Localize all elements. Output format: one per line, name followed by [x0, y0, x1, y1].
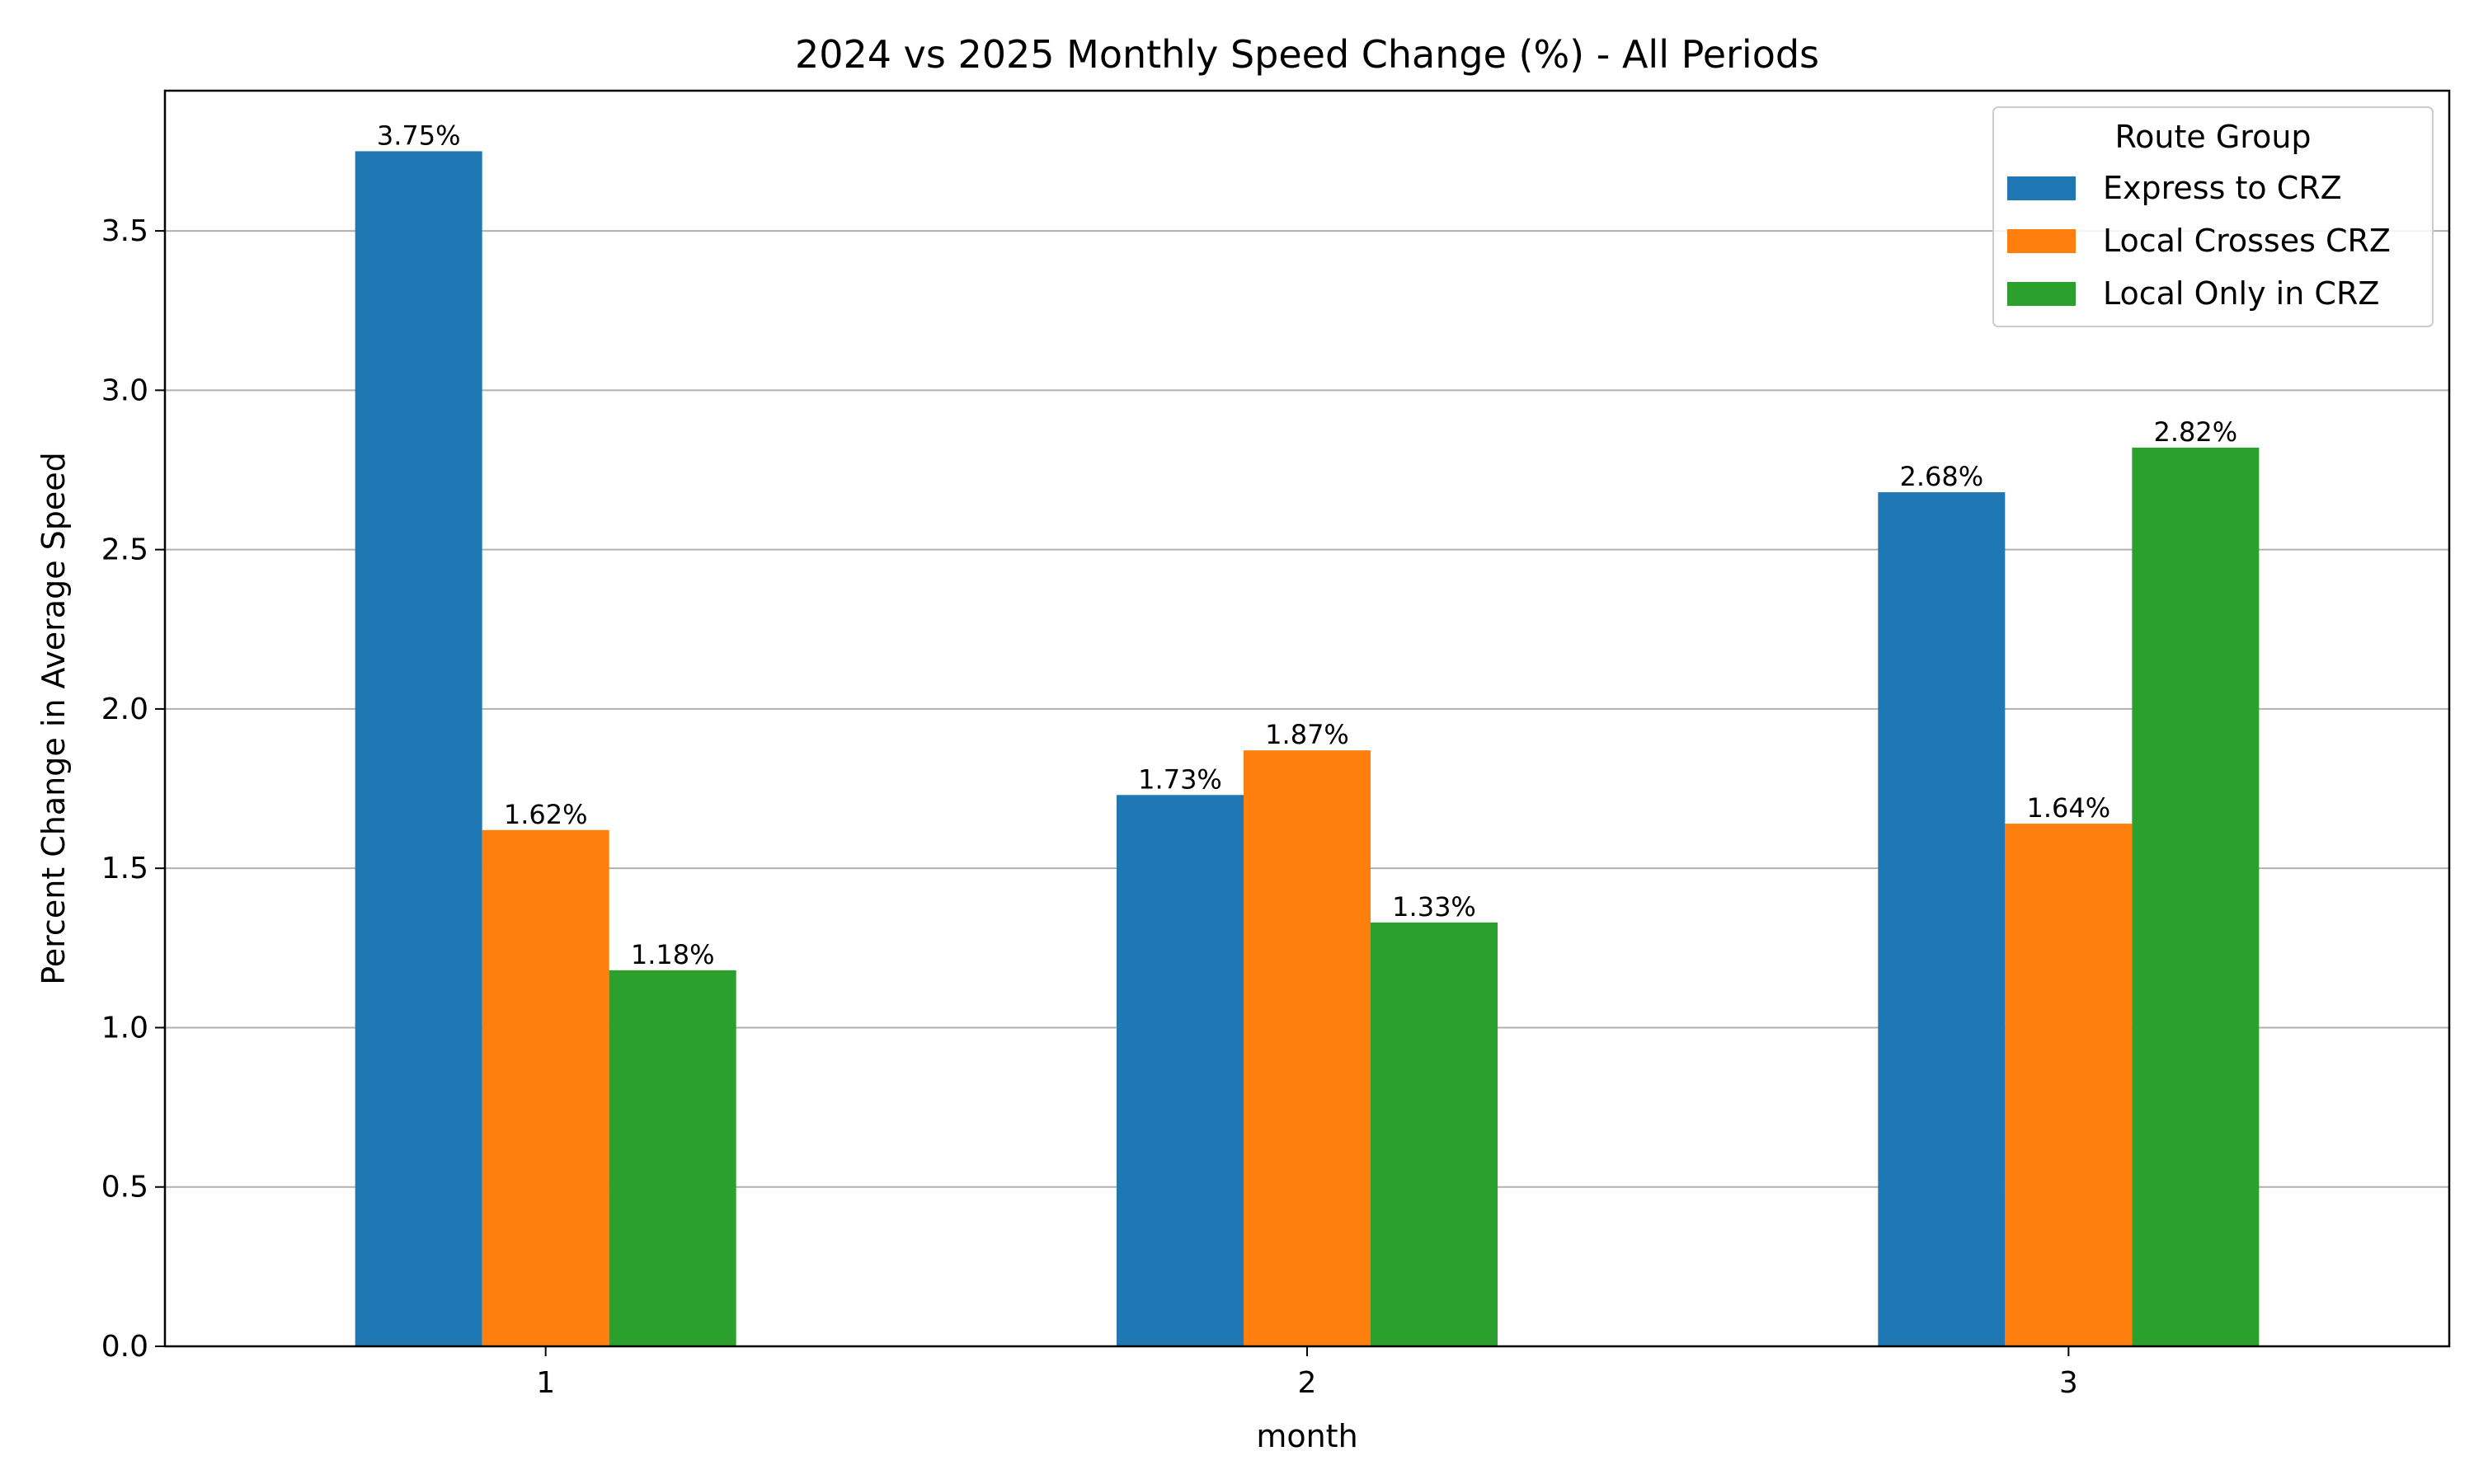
- bar: [609, 970, 736, 1346]
- bar-value-label: 1.33%: [1392, 891, 1476, 923]
- bar: [482, 829, 609, 1346]
- axis-ticks: 0.0 0.5 1.0 1.5 2.0 2.5 3.0 3.5 1 2 3: [101, 214, 2078, 1400]
- legend-entry-label: Local Crosses CRZ: [2103, 223, 2391, 259]
- y-tick-label: 2.0: [101, 693, 148, 726]
- bar-value-label: 2.68%: [1900, 461, 1984, 492]
- bar-value-label: 1.73%: [1138, 763, 1222, 795]
- y-tick-label: 2.5: [101, 533, 148, 567]
- data-labels: 3.75% 1.62% 1.18% 1.73% 1.87% 1.33% 2.68% 1.64%…: [377, 120, 2237, 970]
- y-tick-label: 1.5: [101, 852, 148, 885]
- bars: [355, 151, 2260, 1346]
- y-tick-label: 0.5: [101, 1171, 148, 1205]
- y-tick-label: 0.0: [101, 1330, 148, 1364]
- bar: [1878, 492, 2006, 1346]
- bar: [1244, 750, 1371, 1346]
- legend-entry-label: Local Only in CRZ: [2103, 275, 2379, 312]
- bar-value-label: 3.75%: [377, 120, 461, 151]
- x-tick-label: 1: [536, 1366, 555, 1400]
- bar-value-label: 1.87%: [1265, 719, 1349, 750]
- bar: [355, 151, 482, 1346]
- legend-entry-label: Express to CRZ: [2103, 170, 2342, 206]
- bar-value-label: 1.62%: [504, 799, 588, 830]
- y-tick-label: 3.5: [101, 214, 148, 248]
- legend-swatch: [2007, 176, 2076, 200]
- bar: [2132, 447, 2260, 1346]
- x-tick-label: 3: [2059, 1366, 2078, 1400]
- chart-title: 2024 vs 2025 Monthly Speed Change (%) - …: [795, 32, 1819, 77]
- bar-value-label: 1.18%: [631, 939, 715, 970]
- y-axis-label: Percent Change in Average Speed: [35, 452, 72, 985]
- bar: [1371, 922, 1498, 1346]
- x-tick-label: 2: [1298, 1366, 1317, 1400]
- legend: Route Group Express to CRZ Local Crosses …: [1992, 106, 2434, 327]
- bar: [2005, 824, 2133, 1346]
- legend-title: Route Group: [2114, 119, 2311, 155]
- x-axis-label: month: [1256, 1418, 1357, 1454]
- legend-swatch: [2007, 282, 2076, 306]
- bar-value-label: 2.82%: [2154, 416, 2238, 448]
- legend-items: Express to CRZ Local Crosses CRZ Local Onl…: [2007, 170, 2391, 312]
- y-tick-label: 3.0: [101, 373, 148, 407]
- bar: [1117, 795, 1244, 1346]
- legend-swatch: [2007, 229, 2076, 253]
- y-tick-label: 1.0: [101, 1011, 148, 1045]
- bar-value-label: 1.64%: [2027, 792, 2111, 824]
- legend-box: [1992, 106, 2434, 327]
